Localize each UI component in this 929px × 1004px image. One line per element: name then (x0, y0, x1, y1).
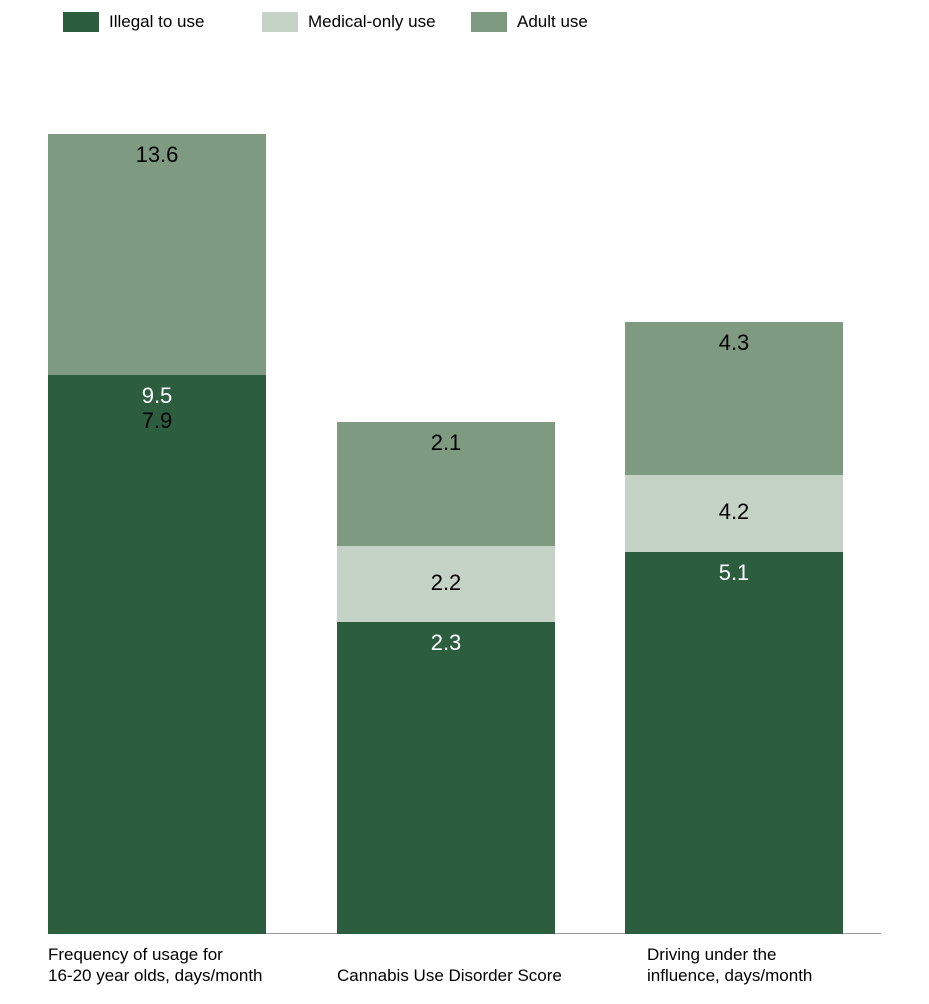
x-label-2-line1: Driving under the (647, 945, 776, 964)
bar-label-medical-1: 2.2 (337, 570, 555, 596)
bar-label-illegal-2: 5.1 (625, 560, 843, 586)
bar-label-illegal-1: 2.3 (337, 630, 555, 656)
legend-item-adult: Adult use (471, 12, 588, 32)
legend-item-medical: Medical-only use (262, 12, 436, 32)
bar-illegal-0 (48, 375, 266, 934)
bar-illegal-1 (337, 622, 555, 934)
x-label-0: Frequency of usage for 16-20 year olds, … (48, 944, 263, 987)
legend-swatch-adult (471, 12, 507, 32)
x-label-2: Driving under the influence, days/month (647, 944, 812, 987)
chart-container: Illegal to use Medical-only use Adult us… (0, 0, 929, 1004)
bar-illegal-2 (625, 552, 843, 934)
bar-label-medical-2: 4.2 (625, 499, 843, 525)
bar-group-0: 13.6 7.9 9.5 (48, 134, 266, 934)
bar-label-medical-0: 7.9 (48, 408, 266, 434)
bar-label-adult-1: 2.1 (337, 430, 555, 456)
bar-label-adult-0: 13.6 (48, 142, 266, 168)
plot-area: 13.6 7.9 9.5 2.1 2.2 2.3 4.3 4.2 5.1 (48, 134, 881, 934)
legend-label-medical: Medical-only use (308, 12, 436, 32)
bar-group-2: 4.3 4.2 5.1 (625, 322, 843, 934)
x-label-0-line2: 16-20 year olds, days/month (48, 966, 263, 985)
x-label-0-line1: Frequency of usage for (48, 945, 223, 964)
legend-label-illegal: Illegal to use (109, 12, 204, 32)
legend-swatch-medical (262, 12, 298, 32)
x-label-2-line2: influence, days/month (647, 966, 812, 985)
x-label-1-line1: Cannabis Use Disorder Score (337, 966, 562, 985)
bar-label-adult-2: 4.3 (625, 330, 843, 356)
x-label-1: Cannabis Use Disorder Score (337, 965, 562, 986)
legend-item-illegal: Illegal to use (63, 12, 204, 32)
legend-label-adult: Adult use (517, 12, 588, 32)
legend-swatch-illegal (63, 12, 99, 32)
bar-label-illegal-0: 9.5 (48, 383, 266, 409)
bar-group-1: 2.1 2.2 2.3 (337, 422, 555, 934)
